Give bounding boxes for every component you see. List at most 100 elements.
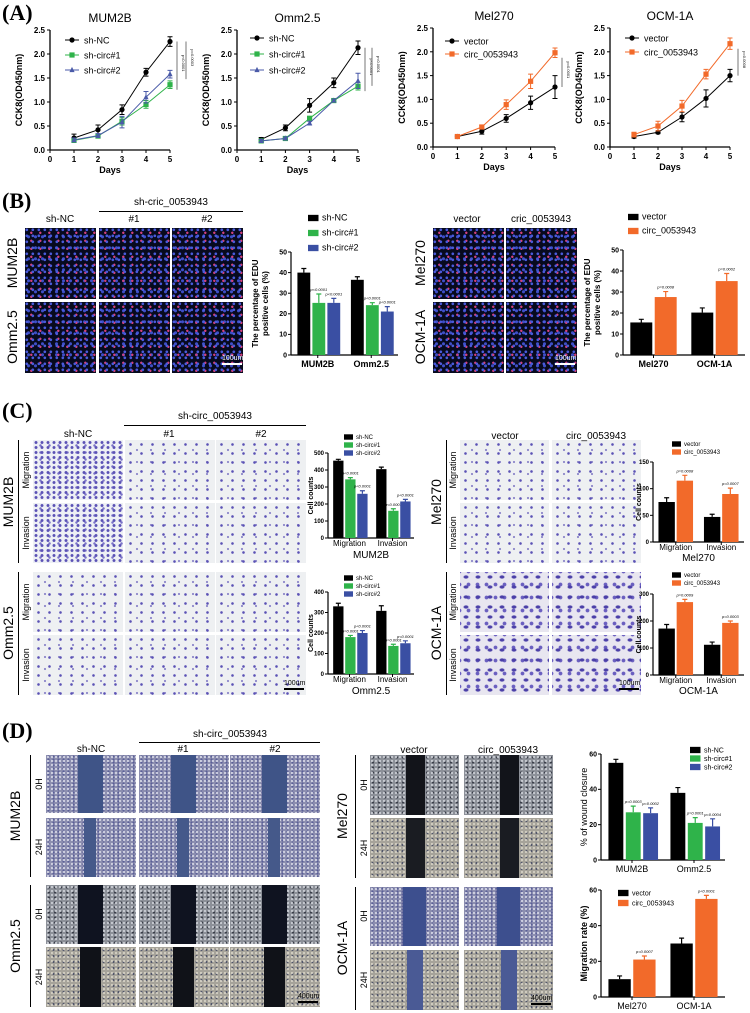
y-tick-label: 300 (639, 592, 650, 598)
micrograph-image (464, 887, 553, 946)
y-axis-label: Cell counts (308, 477, 315, 515)
micrograph-image (460, 635, 549, 695)
bar (670, 792, 686, 860)
d-group-divider (139, 742, 320, 743)
data-point (95, 132, 101, 138)
y-tick-label: 0 (593, 857, 597, 864)
legend-swatch (344, 442, 353, 448)
micrograph-image (433, 228, 504, 299)
wound-gap (80, 947, 101, 1007)
bar (388, 645, 399, 674)
data-point (167, 71, 173, 77)
p-value: p<0.0001 (384, 502, 402, 507)
d-col-header: #1 (177, 744, 189, 755)
y-tick-label: 0 (283, 352, 287, 359)
x-tick-label: 0 (431, 152, 436, 161)
legend-swatch (618, 899, 629, 907)
micrograph-image (552, 572, 641, 632)
bar (676, 602, 694, 675)
p-value: p=0.0007 (635, 949, 654, 954)
y-tick-label: 60 (589, 751, 597, 758)
x-tick-label: 5 (168, 155, 173, 164)
micrograph-image (370, 818, 459, 878)
micrograph-image (460, 440, 549, 500)
bar (654, 297, 677, 355)
legend-swatch (308, 244, 319, 252)
micrograph-image (172, 228, 243, 299)
y-tick-label: 0.0 (221, 146, 233, 155)
bar (376, 610, 387, 674)
p-value: p=0.0008 (742, 51, 747, 69)
bar (722, 494, 739, 542)
series-sh-circ#2 (258, 72, 361, 143)
p-value: p<0.0001 (309, 287, 327, 292)
p-value: p<0.0001 (369, 59, 374, 77)
error-bar (727, 620, 733, 623)
y-tick-label: 200 (314, 631, 325, 637)
y-tick-label: 20 (279, 311, 287, 318)
p-value: p=0.0002 (717, 267, 736, 272)
chart-title: MUM2B (353, 550, 389, 561)
bar (357, 633, 368, 674)
p-value: p=0.0001 (686, 811, 704, 816)
y-tick-label: 1.5 (34, 74, 46, 83)
y-axis-label: Cell counts (636, 483, 643, 521)
d-group-header: sh-circ_0053943 (193, 729, 267, 740)
micrograph-image (125, 440, 215, 500)
d-row-divider (30, 885, 31, 1007)
error-bar (648, 807, 654, 814)
y-tick-label: 1.0 (34, 98, 46, 107)
micrograph-image (460, 572, 549, 632)
legend-label: circ_0053943 (684, 581, 721, 587)
y-tick-label: 1.0 (594, 95, 606, 104)
x-tick-label: 2 (96, 155, 101, 164)
bar (703, 516, 721, 542)
category-label: Migration (333, 675, 366, 684)
y-tick-label: 50 (611, 247, 619, 254)
p-value: p<0.0001 (378, 300, 396, 305)
legend-label: sh-circ#1 (704, 756, 733, 763)
p-value: p=0.0001 (384, 637, 402, 642)
x-tick-label: 1 (72, 155, 77, 164)
d-col-header: vector (400, 745, 428, 756)
legend-marker (449, 51, 455, 57)
p-value: p=0.0003 (624, 799, 643, 804)
category-label: Migration (333, 539, 366, 548)
chart-title: OCM-1A (679, 686, 718, 697)
wound-gap (262, 755, 287, 813)
legend-label: circ_0053943 (644, 48, 698, 58)
data-point (307, 102, 313, 108)
series-line (260, 47, 359, 140)
micrograph-image (139, 947, 229, 1007)
error-bar (402, 640, 408, 644)
bar (703, 644, 721, 675)
legend-label: sh-circ#1 (322, 227, 359, 237)
x-tick-label: 5 (728, 152, 733, 161)
micrograph-image (230, 885, 320, 944)
y-axis-label: The percentage of EDU (251, 259, 260, 347)
legend-label: vector (684, 573, 700, 579)
p-value: p<0.0001 (341, 471, 359, 476)
legend-marker (629, 35, 635, 41)
data-point (143, 94, 149, 100)
c-col-header: sh-NC (63, 429, 93, 440)
legend-label: sh-circ#2 (84, 66, 121, 76)
micrograph-image (216, 572, 306, 632)
y-tick-label: 1.0 (417, 95, 429, 104)
legend-label: vector (642, 211, 667, 221)
bar (633, 959, 656, 997)
y-tick-label: 40 (589, 923, 597, 930)
error-bar (402, 498, 408, 502)
legend-marker (254, 35, 260, 41)
micrograph-image (464, 818, 553, 878)
micrograph-image (46, 947, 136, 1007)
data-point (282, 135, 288, 141)
error-bar (709, 641, 715, 645)
data-point (479, 124, 485, 130)
category-label: Invasion (378, 675, 408, 684)
legend-label: sh-NC (704, 747, 724, 754)
series-line (457, 52, 556, 137)
p-value: p=0.0008 (675, 468, 694, 473)
wound-gap (405, 755, 426, 815)
scale-label: 100um (222, 355, 244, 362)
